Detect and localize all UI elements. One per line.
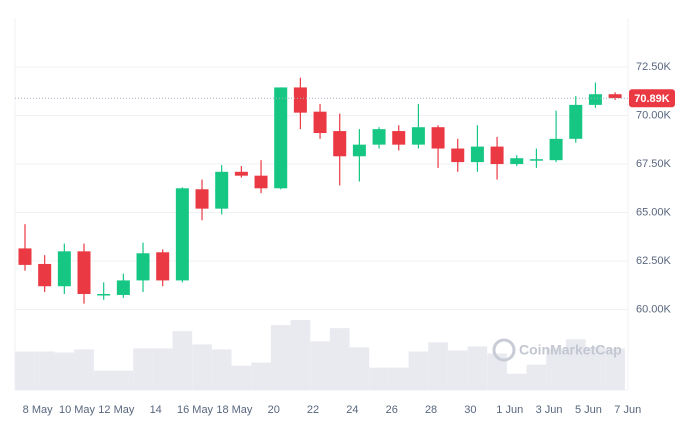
y-tick-label: 65.00K: [636, 206, 672, 218]
volume-bar: [270, 325, 291, 390]
x-tick-label: 26: [386, 404, 398, 416]
volume-bar: [506, 373, 527, 390]
candle-body: [293, 87, 307, 113]
current-price-tag: [629, 89, 675, 108]
candle-body: [608, 94, 622, 99]
candle-body: [549, 138, 563, 161]
x-tick-label: 20: [268, 404, 280, 416]
volume-bar: [310, 341, 330, 390]
y-tick-label: 60.00K: [636, 303, 672, 315]
candle-body: [588, 94, 602, 105]
volume-bar: [487, 353, 507, 390]
x-tick-label: 28: [425, 404, 437, 416]
volume-bar: [329, 328, 350, 390]
candle-body: [392, 131, 406, 145]
x-tick-label: 1 Jun: [496, 404, 523, 416]
candle-body: [57, 251, 71, 287]
volume-bar: [408, 351, 429, 390]
watermark-logo: [492, 338, 516, 362]
y-tick-label: 67.50K: [636, 158, 672, 170]
candle-body: [254, 175, 268, 189]
volume-bar: [526, 364, 547, 390]
candle-body: [431, 127, 445, 149]
candle-body: [470, 146, 484, 163]
volume-bar: [428, 342, 448, 390]
volume-bar: [290, 320, 311, 390]
x-tick-label: 22: [307, 404, 319, 416]
candle-body: [175, 188, 189, 281]
x-tick-label: 14: [150, 404, 162, 416]
x-tick-label: 10 May: [59, 404, 96, 416]
x-tick-label: 8 May: [23, 404, 53, 416]
volume-bar: [211, 349, 232, 390]
volume-bar: [172, 331, 193, 390]
candle-body: [77, 251, 91, 294]
y-tick-label: 62.50K: [636, 255, 672, 267]
candle-body: [156, 252, 170, 281]
candle-body: [529, 159, 543, 161]
volume-bar: [546, 348, 566, 390]
x-tick-label: 12 May: [98, 404, 135, 416]
volume-bar: [467, 346, 488, 390]
volume-bar: [585, 347, 606, 390]
candle-body: [136, 253, 150, 281]
x-tick-label: 24: [346, 404, 358, 416]
candle-body: [215, 171, 229, 209]
candle-body: [195, 189, 209, 209]
candle-body: [451, 148, 465, 163]
y-tick-label: 70.00K: [636, 109, 672, 121]
candle-body: [490, 146, 504, 165]
x-tick-label: 3 Jun: [536, 404, 563, 416]
candle-body: [116, 280, 130, 295]
x-tick-label: 18 May: [216, 404, 253, 416]
volume-bar: [192, 344, 212, 390]
candle-body: [510, 158, 524, 165]
current-price-label: 70.89K: [634, 93, 670, 105]
x-tick-label: 16 May: [177, 404, 214, 416]
volume-bar: [251, 362, 271, 390]
volume-bar: [565, 339, 586, 390]
y-tick-label: 72.50K: [636, 61, 672, 73]
volume-bar: [152, 348, 173, 390]
volume-bar: [133, 348, 153, 390]
volume-bar: [369, 367, 389, 390]
candle-body: [352, 144, 366, 157]
candle-body: [333, 131, 347, 157]
watermark: CoinMarketCap: [492, 338, 622, 362]
volume-bar: [113, 370, 134, 390]
candle-body: [372, 129, 386, 145]
candle-body: [18, 248, 32, 265]
volume-bar: [74, 349, 94, 390]
volume-bar: [93, 370, 114, 390]
volume-bar: [349, 347, 370, 390]
watermark-text: CoinMarketCap: [519, 342, 622, 358]
candle-body: [234, 171, 248, 176]
volume-bar: [34, 351, 55, 390]
volume-bar: [447, 350, 468, 390]
volume-bar: [605, 348, 625, 390]
x-tick-label: 7 Jun: [614, 404, 641, 416]
candle-body: [411, 127, 425, 145]
candle-body: [313, 111, 327, 134]
candle-body: [274, 87, 288, 189]
volume-bar: [231, 365, 252, 390]
volume-bar: [54, 352, 75, 390]
candle-body: [97, 293, 111, 296]
volume-bar: [388, 367, 409, 390]
volume-bar: [15, 351, 35, 390]
x-tick-label: 5 Jun: [575, 404, 602, 416]
x-tick-label: 30: [464, 404, 476, 416]
candle-body: [569, 104, 583, 139]
candle-body: [38, 263, 52, 287]
